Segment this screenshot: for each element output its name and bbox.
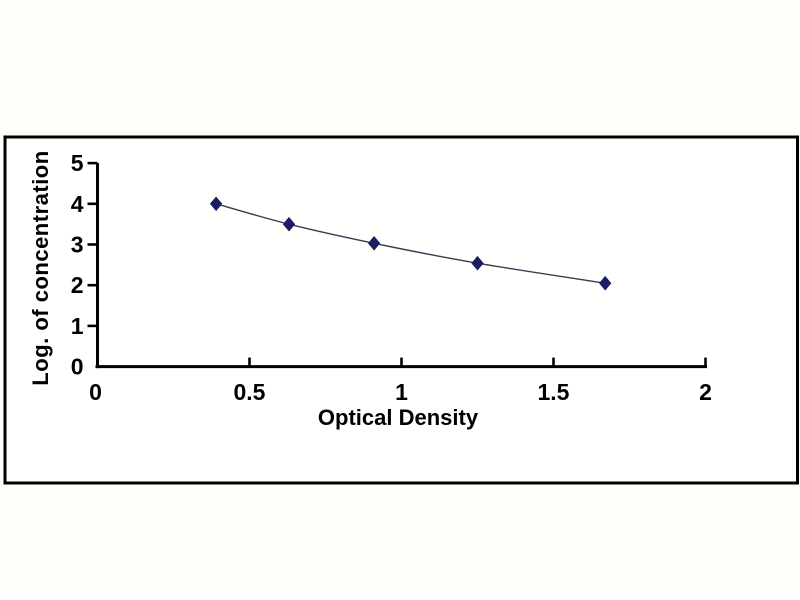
- y-tick-label: 5: [71, 150, 84, 176]
- series-line: [215, 203, 606, 284]
- data-point-marker: [282, 216, 296, 232]
- data-point-marker: [599, 275, 612, 291]
- x-tick-label: 1: [395, 379, 408, 405]
- y-tick-label: 0: [71, 354, 84, 380]
- y-tick-label: 1: [71, 313, 84, 339]
- y-tick-label: 3: [71, 232, 84, 258]
- x-axis-title: Optical Density: [318, 405, 479, 430]
- x-tick-label: 0.5: [234, 379, 266, 405]
- y-tick-label: 4: [71, 191, 84, 217]
- data-point-marker: [367, 236, 381, 251]
- x-tick-label: 1.5: [538, 379, 570, 405]
- x-tick-label: 2: [699, 379, 712, 405]
- y-axis-title: Log. of concentration: [28, 150, 53, 385]
- y-tick-label: 2: [71, 272, 84, 298]
- data-point-marker: [209, 196, 223, 212]
- data-point-marker: [471, 255, 484, 271]
- axes: 0 1 2 3 4 5 0 0.5 1 1.5 2: [71, 150, 712, 405]
- x-tick-label: 0: [89, 379, 102, 405]
- data-series: [209, 196, 612, 291]
- figure-border: [3, 135, 799, 485]
